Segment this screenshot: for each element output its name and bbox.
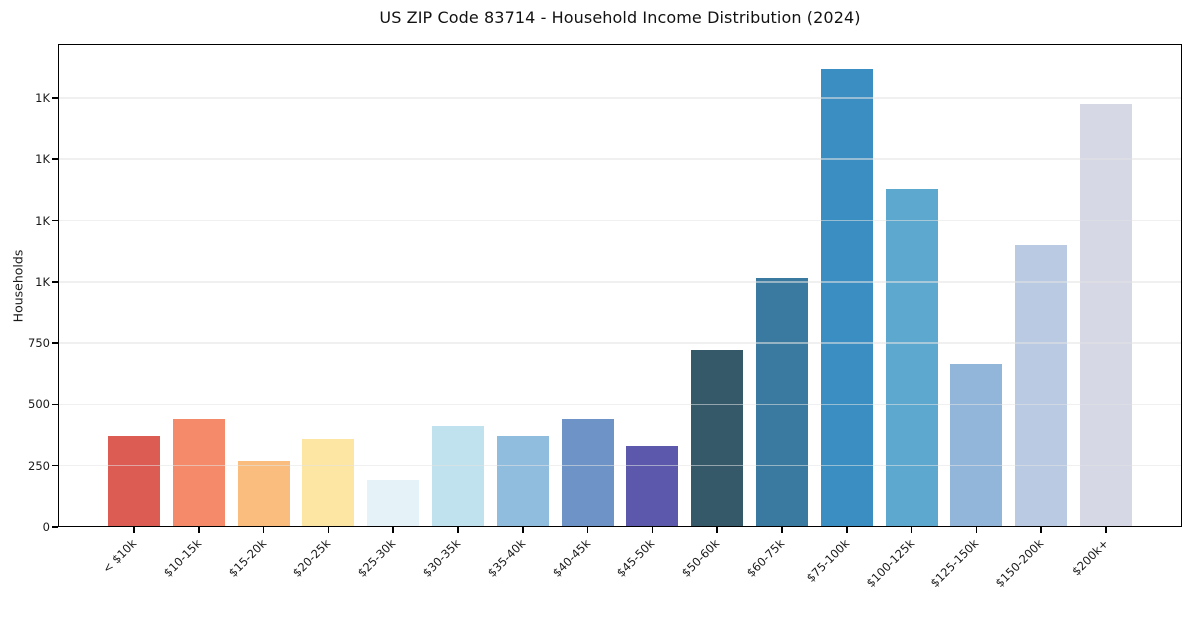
y-tick-label: 750 bbox=[28, 336, 50, 351]
bar--45-50k bbox=[626, 446, 679, 527]
x-tick-mark bbox=[327, 527, 330, 533]
x-tick-mark bbox=[262, 527, 265, 533]
x-tick-mark bbox=[198, 527, 200, 533]
x-tick-mark bbox=[846, 527, 848, 533]
y-tick-label: 1K bbox=[35, 90, 50, 105]
bar--150-200k bbox=[1015, 245, 1068, 527]
bar--30-35k bbox=[432, 426, 484, 527]
gridline bbox=[59, 464, 1181, 467]
y-tick-label: 0 bbox=[42, 520, 50, 534]
x-tick-mark bbox=[457, 527, 459, 533]
chart-figure: US ZIP Code 83714 - Household Income Dis… bbox=[10, 8, 1182, 591]
y-tick-mark bbox=[52, 281, 58, 283]
bar--100-125k bbox=[885, 188, 938, 527]
x-tick-mark bbox=[522, 527, 524, 533]
bar--75-100k bbox=[820, 68, 873, 527]
y-tick-label: 250 bbox=[28, 458, 50, 473]
x-tick-mark bbox=[1040, 527, 1042, 533]
gridline bbox=[59, 403, 1181, 406]
y-tick-mark bbox=[52, 158, 58, 161]
y-tick-mark bbox=[52, 97, 58, 99]
x-tick-mark bbox=[716, 527, 718, 533]
y-tick-label: 1K bbox=[35, 152, 50, 167]
bar--50-60k bbox=[691, 350, 744, 527]
plot-area bbox=[58, 44, 1182, 527]
bar--10k bbox=[108, 436, 160, 527]
bar--15-20k bbox=[237, 460, 290, 527]
y-tick-mark bbox=[52, 342, 58, 344]
gridline bbox=[59, 97, 1181, 99]
x-tick-mark bbox=[910, 527, 913, 533]
gridline bbox=[59, 158, 1181, 161]
bar--10-15k bbox=[172, 419, 225, 527]
bar--200k+ bbox=[1080, 104, 1132, 527]
bar--20-25k bbox=[302, 438, 355, 527]
y-tick-label: 1K bbox=[35, 274, 50, 289]
x-tick-mark bbox=[133, 527, 135, 533]
bar--125-150k bbox=[950, 363, 1003, 527]
x-tick-mark bbox=[781, 527, 783, 533]
bar--35-40k bbox=[496, 436, 549, 527]
gridline bbox=[59, 281, 1181, 283]
gridline bbox=[59, 219, 1181, 222]
x-tick-mark bbox=[651, 527, 654, 533]
gridline bbox=[59, 342, 1181, 344]
y-tick-mark bbox=[52, 464, 58, 467]
y-tick-mark bbox=[52, 526, 58, 528]
x-tick-mark bbox=[975, 527, 978, 533]
bar--40-45k bbox=[561, 419, 614, 527]
bar--60-75k bbox=[756, 278, 808, 527]
x-tick-mark bbox=[1105, 527, 1107, 533]
x-tick-mark bbox=[392, 527, 394, 533]
y-tick-label: 1K bbox=[35, 213, 50, 228]
chart-title: US ZIP Code 83714 - Household Income Dis… bbox=[379, 8, 861, 27]
bar--25-30k bbox=[367, 480, 420, 527]
y-tick-mark bbox=[52, 219, 58, 222]
x-tick-mark bbox=[586, 527, 589, 533]
y-tick-label: 500 bbox=[28, 397, 50, 412]
y-tick-mark bbox=[52, 403, 58, 406]
